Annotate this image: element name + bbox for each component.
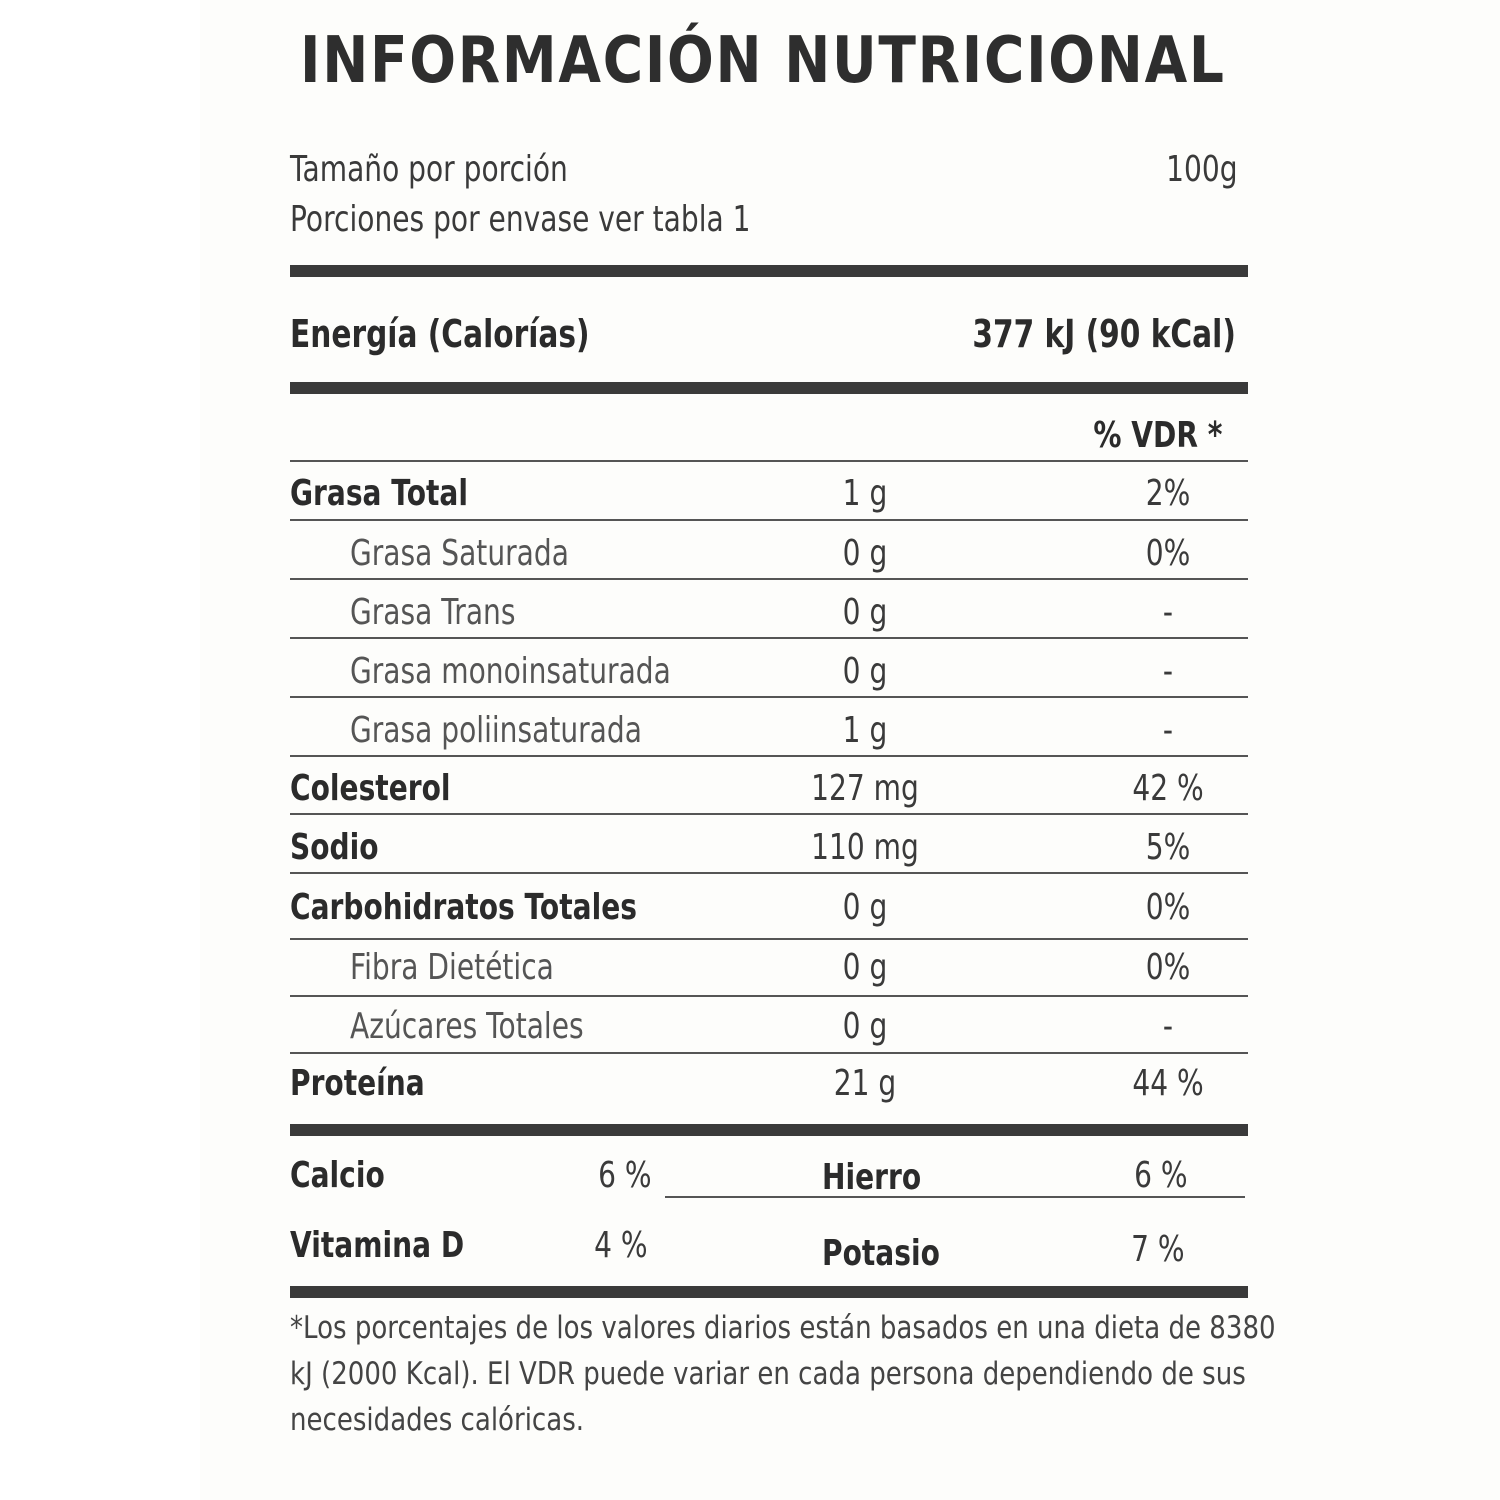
mineral-label: Calcio bbox=[290, 1155, 385, 1196]
footnote: *Los porcentajes de los valores diarios … bbox=[290, 1310, 1276, 1438]
nutrient-amount: 1 g bbox=[842, 473, 888, 514]
nutrient-label: Colesterol bbox=[290, 768, 451, 809]
row-divider bbox=[290, 938, 1248, 940]
divider-bar bbox=[290, 265, 1248, 277]
nutrient-vdr: - bbox=[1162, 1006, 1174, 1047]
mineral-label: Hierro bbox=[822, 1157, 922, 1198]
nutrient-label: Grasa Saturada bbox=[350, 533, 569, 574]
nutrition-label-panel bbox=[200, 0, 1500, 1500]
nutrient-label: Grasa monoinsaturada bbox=[350, 651, 671, 692]
nutrient-amount: 0 g bbox=[842, 947, 888, 988]
nutrient-amount: 0 g bbox=[842, 533, 888, 574]
nutrient-label: Azúcares Totales bbox=[350, 1006, 584, 1047]
row-divider bbox=[290, 460, 1248, 462]
nutrient-amount: 0 g bbox=[842, 651, 888, 692]
row-divider bbox=[290, 872, 1248, 874]
nutrient-label: Grasa poliinsaturada bbox=[350, 710, 642, 751]
nutrient-vdr: 0% bbox=[1145, 887, 1191, 928]
nutrient-vdr: 2% bbox=[1145, 473, 1191, 514]
divider-bar bbox=[290, 1124, 1248, 1136]
row-divider bbox=[665, 1196, 1245, 1198]
energy-label: Energía (Calorías) bbox=[290, 312, 590, 356]
nutrient-label: Carbohidratos Totales bbox=[290, 887, 637, 928]
nutrient-label: Sodio bbox=[290, 827, 379, 868]
nutrient-label: Grasa Trans bbox=[350, 592, 516, 633]
row-divider bbox=[290, 813, 1248, 815]
nutrient-vdr: - bbox=[1162, 592, 1174, 633]
vdr-header: % VDR * bbox=[1092, 415, 1222, 456]
row-divider bbox=[290, 1052, 1248, 1054]
nutrient-vdr: 42 % bbox=[1132, 768, 1204, 809]
label-title: INFORMACIÓN NUTRICIONAL bbox=[300, 24, 1226, 98]
nutrient-amount: 1 g bbox=[842, 710, 888, 751]
nutrient-vdr: 5% bbox=[1145, 827, 1191, 868]
nutrient-label: Grasa Total bbox=[290, 473, 468, 514]
nutrient-amount: 0 g bbox=[842, 1006, 888, 1047]
nutrient-vdr: 44 % bbox=[1132, 1063, 1204, 1104]
nutrient-amount: 0 g bbox=[842, 592, 888, 633]
nutrient-vdr: - bbox=[1162, 710, 1174, 751]
nutrient-label: Fibra Dietética bbox=[350, 947, 554, 988]
servings-per-container: Porciones por envase ver tabla 1 bbox=[290, 199, 751, 240]
row-divider bbox=[290, 578, 1248, 580]
row-divider bbox=[290, 637, 1248, 639]
nutrient-amount: 21 g bbox=[833, 1063, 897, 1104]
mineral-value: 6 % bbox=[598, 1155, 652, 1196]
nutrient-label: Proteína bbox=[290, 1063, 425, 1104]
row-divider bbox=[290, 519, 1248, 521]
divider-bar bbox=[290, 382, 1248, 394]
energy-value: 377 kJ (90 kCal) bbox=[972, 312, 1236, 356]
nutrient-amount: 0 g bbox=[842, 887, 888, 928]
mineral-value: 6 % bbox=[1134, 1155, 1188, 1196]
nutrient-amount: 110 mg bbox=[811, 827, 919, 868]
divider-bar bbox=[290, 1286, 1248, 1298]
nutrient-vdr: 0% bbox=[1145, 947, 1191, 988]
row-divider bbox=[290, 696, 1248, 698]
nutrient-vdr: 0% bbox=[1145, 533, 1191, 574]
nutrient-amount: 127 mg bbox=[811, 768, 919, 809]
mineral-label: Vitamina D bbox=[290, 1225, 465, 1266]
mineral-value: 7 % bbox=[1131, 1229, 1185, 1270]
mineral-value: 4 % bbox=[594, 1225, 648, 1266]
row-divider bbox=[290, 755, 1248, 757]
serving-size-value: 100g bbox=[1166, 149, 1238, 190]
serving-size-label: Tamaño por porción bbox=[290, 149, 568, 190]
mineral-label: Potasio bbox=[822, 1233, 940, 1274]
row-divider bbox=[290, 995, 1248, 997]
nutrient-vdr: - bbox=[1162, 651, 1174, 692]
